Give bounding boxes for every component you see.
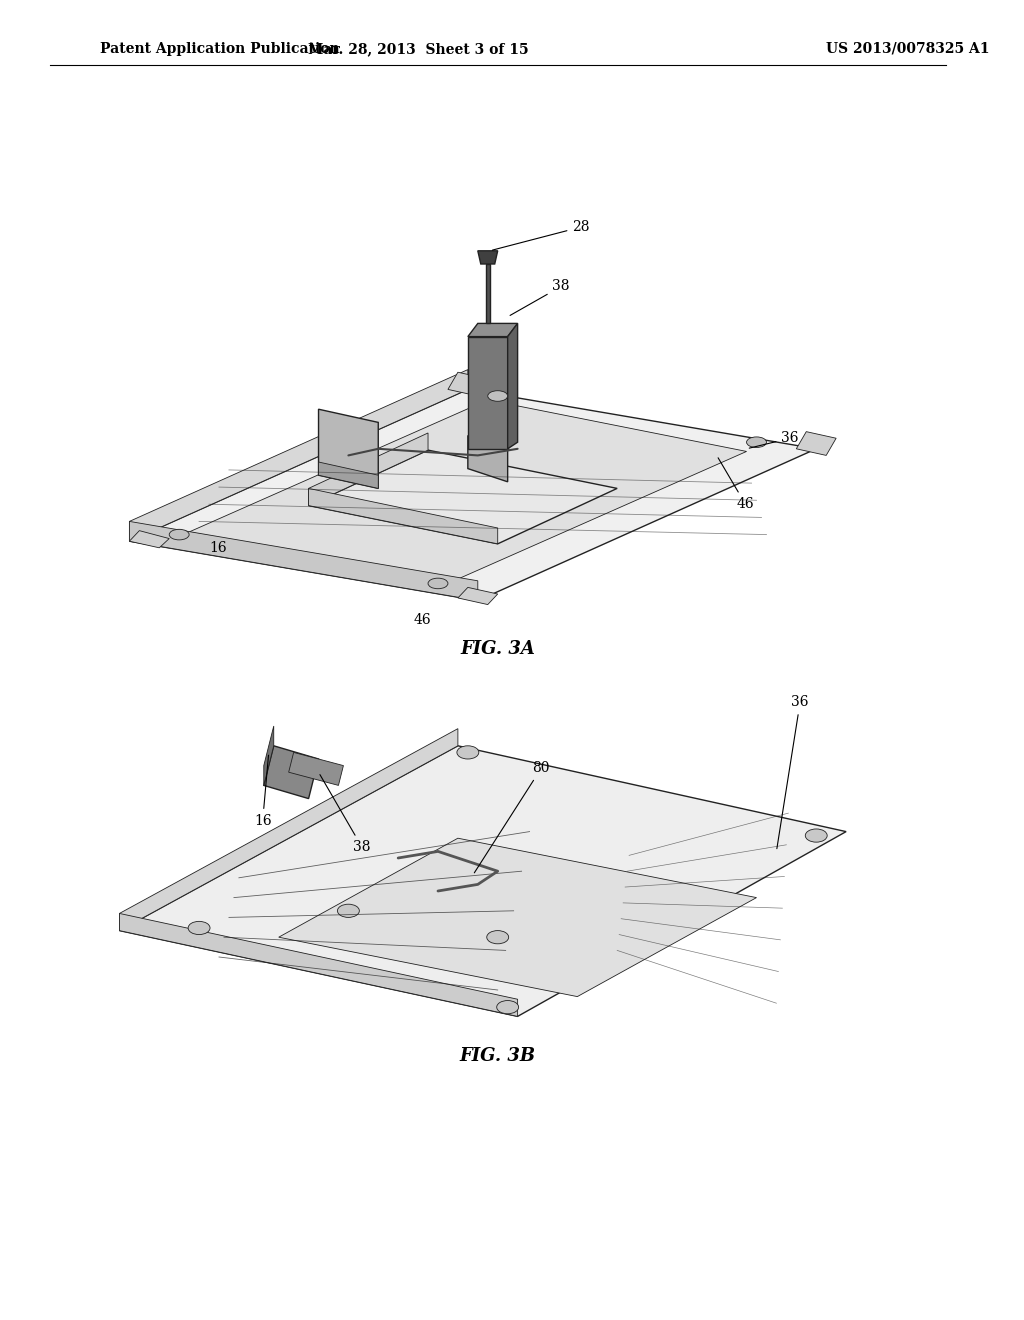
Polygon shape [485,264,489,323]
Polygon shape [264,746,318,799]
Text: 28: 28 [493,220,590,249]
Polygon shape [120,913,517,1016]
Polygon shape [458,587,498,605]
Ellipse shape [188,921,210,935]
Ellipse shape [428,578,447,589]
Polygon shape [318,462,378,488]
Polygon shape [468,323,517,337]
Ellipse shape [805,829,827,842]
Polygon shape [508,323,517,449]
Polygon shape [447,372,487,396]
Ellipse shape [486,931,509,944]
Polygon shape [468,436,508,482]
Text: 46: 46 [413,614,431,627]
Text: 46: 46 [718,458,755,511]
Ellipse shape [169,529,189,540]
Text: 36: 36 [777,696,809,849]
Text: 38: 38 [510,280,570,315]
Polygon shape [308,488,498,544]
Polygon shape [120,746,846,1016]
Polygon shape [120,729,458,931]
Ellipse shape [338,904,359,917]
Ellipse shape [487,391,508,401]
Text: 16: 16 [254,755,271,828]
Text: FIG. 3A: FIG. 3A [460,640,536,659]
Text: 16: 16 [209,541,226,554]
Polygon shape [189,400,746,583]
Polygon shape [797,432,837,455]
Polygon shape [129,531,169,548]
Polygon shape [129,370,468,541]
Polygon shape [318,409,378,488]
Polygon shape [264,726,273,785]
Text: Patent Application Publication: Patent Application Publication [99,42,339,55]
Ellipse shape [497,1001,518,1014]
Text: US 2013/0078325 A1: US 2013/0078325 A1 [826,42,989,55]
Text: 38: 38 [319,775,371,854]
Polygon shape [129,389,816,601]
Text: FIG. 3B: FIG. 3B [460,1047,536,1065]
Ellipse shape [457,746,479,759]
Text: 36: 36 [750,432,799,449]
Text: Mar. 28, 2013  Sheet 3 of 15: Mar. 28, 2013 Sheet 3 of 15 [308,42,528,55]
Text: 80: 80 [474,762,550,873]
Polygon shape [308,433,428,506]
Polygon shape [468,337,508,449]
Polygon shape [289,752,343,785]
Polygon shape [279,838,757,997]
Polygon shape [478,251,498,264]
Ellipse shape [746,437,767,447]
Polygon shape [129,521,478,601]
Polygon shape [308,450,617,544]
